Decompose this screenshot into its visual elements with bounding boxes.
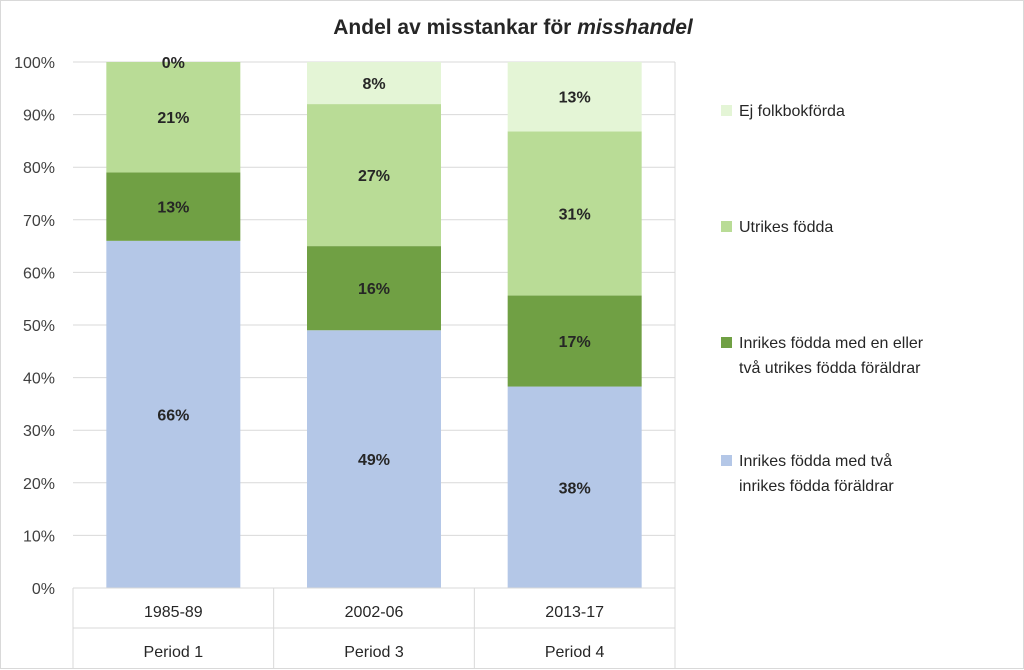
data-label: 21% (157, 110, 189, 127)
x-category-label: 1985-89 (144, 604, 203, 621)
x-category-group-label: Period 4 (545, 644, 605, 661)
bar-segment (106, 62, 241, 173)
legend-swatch (721, 337, 732, 348)
legend-label: inrikes födda föräldrar (739, 478, 894, 495)
chart-title-plain: Andel av misstankar för (333, 16, 577, 39)
legend-label: Inrikes födda med en eller (739, 335, 924, 352)
data-label: 13% (559, 90, 591, 107)
y-tick-label: 30% (23, 423, 55, 440)
bar-segment (507, 62, 642, 132)
bar-segment (507, 386, 642, 588)
y-tick-label: 10% (23, 528, 55, 545)
y-tick-label: 100% (14, 55, 55, 72)
x-category-label: 2002-06 (345, 604, 404, 621)
y-tick-label: 90% (23, 108, 55, 125)
bar-segment (507, 131, 642, 296)
bar-segment (307, 62, 441, 105)
data-label: 16% (358, 281, 390, 298)
legend-swatch (721, 221, 732, 232)
bar-segment (507, 295, 642, 387)
data-label: 38% (559, 480, 591, 497)
chart-title-italic: misshandel (577, 16, 694, 39)
bar-segment (307, 104, 441, 247)
data-label: 0% (162, 55, 185, 72)
legend-label: Ej folkbokförda (739, 103, 845, 120)
data-label: 27% (358, 168, 390, 185)
legend-swatch (721, 105, 732, 116)
y-tick-label: 0% (32, 581, 55, 598)
y-tick-label: 70% (23, 213, 55, 230)
bar-segment (106, 172, 241, 241)
data-label: 49% (358, 452, 390, 469)
data-label: 8% (362, 76, 385, 93)
x-category-group-label: Period 1 (144, 644, 204, 661)
legend-label: Utrikes födda (739, 219, 833, 236)
chart-title: Andel av misstankar för misshandel (333, 16, 694, 39)
y-tick-label: 50% (23, 318, 55, 335)
y-tick-label: 80% (23, 160, 55, 177)
data-label: 31% (559, 206, 591, 223)
bar-segment (307, 246, 441, 331)
y-tick-label: 40% (23, 371, 55, 388)
x-category-label: 2013-17 (545, 604, 604, 621)
legend-label: Inrikes födda med två (739, 452, 892, 470)
legend-label: två utrikes födda föräldrar (739, 359, 921, 377)
y-tick-label: 60% (23, 265, 55, 282)
legend-swatch (721, 455, 732, 466)
data-label: 17% (559, 334, 591, 351)
data-label: 13% (157, 200, 189, 217)
bar-segment (307, 330, 441, 588)
y-tick-label: 20% (23, 476, 55, 493)
bar-segment (106, 240, 241, 588)
data-label: 66% (157, 407, 189, 424)
x-category-group-label: Period 3 (344, 644, 404, 661)
